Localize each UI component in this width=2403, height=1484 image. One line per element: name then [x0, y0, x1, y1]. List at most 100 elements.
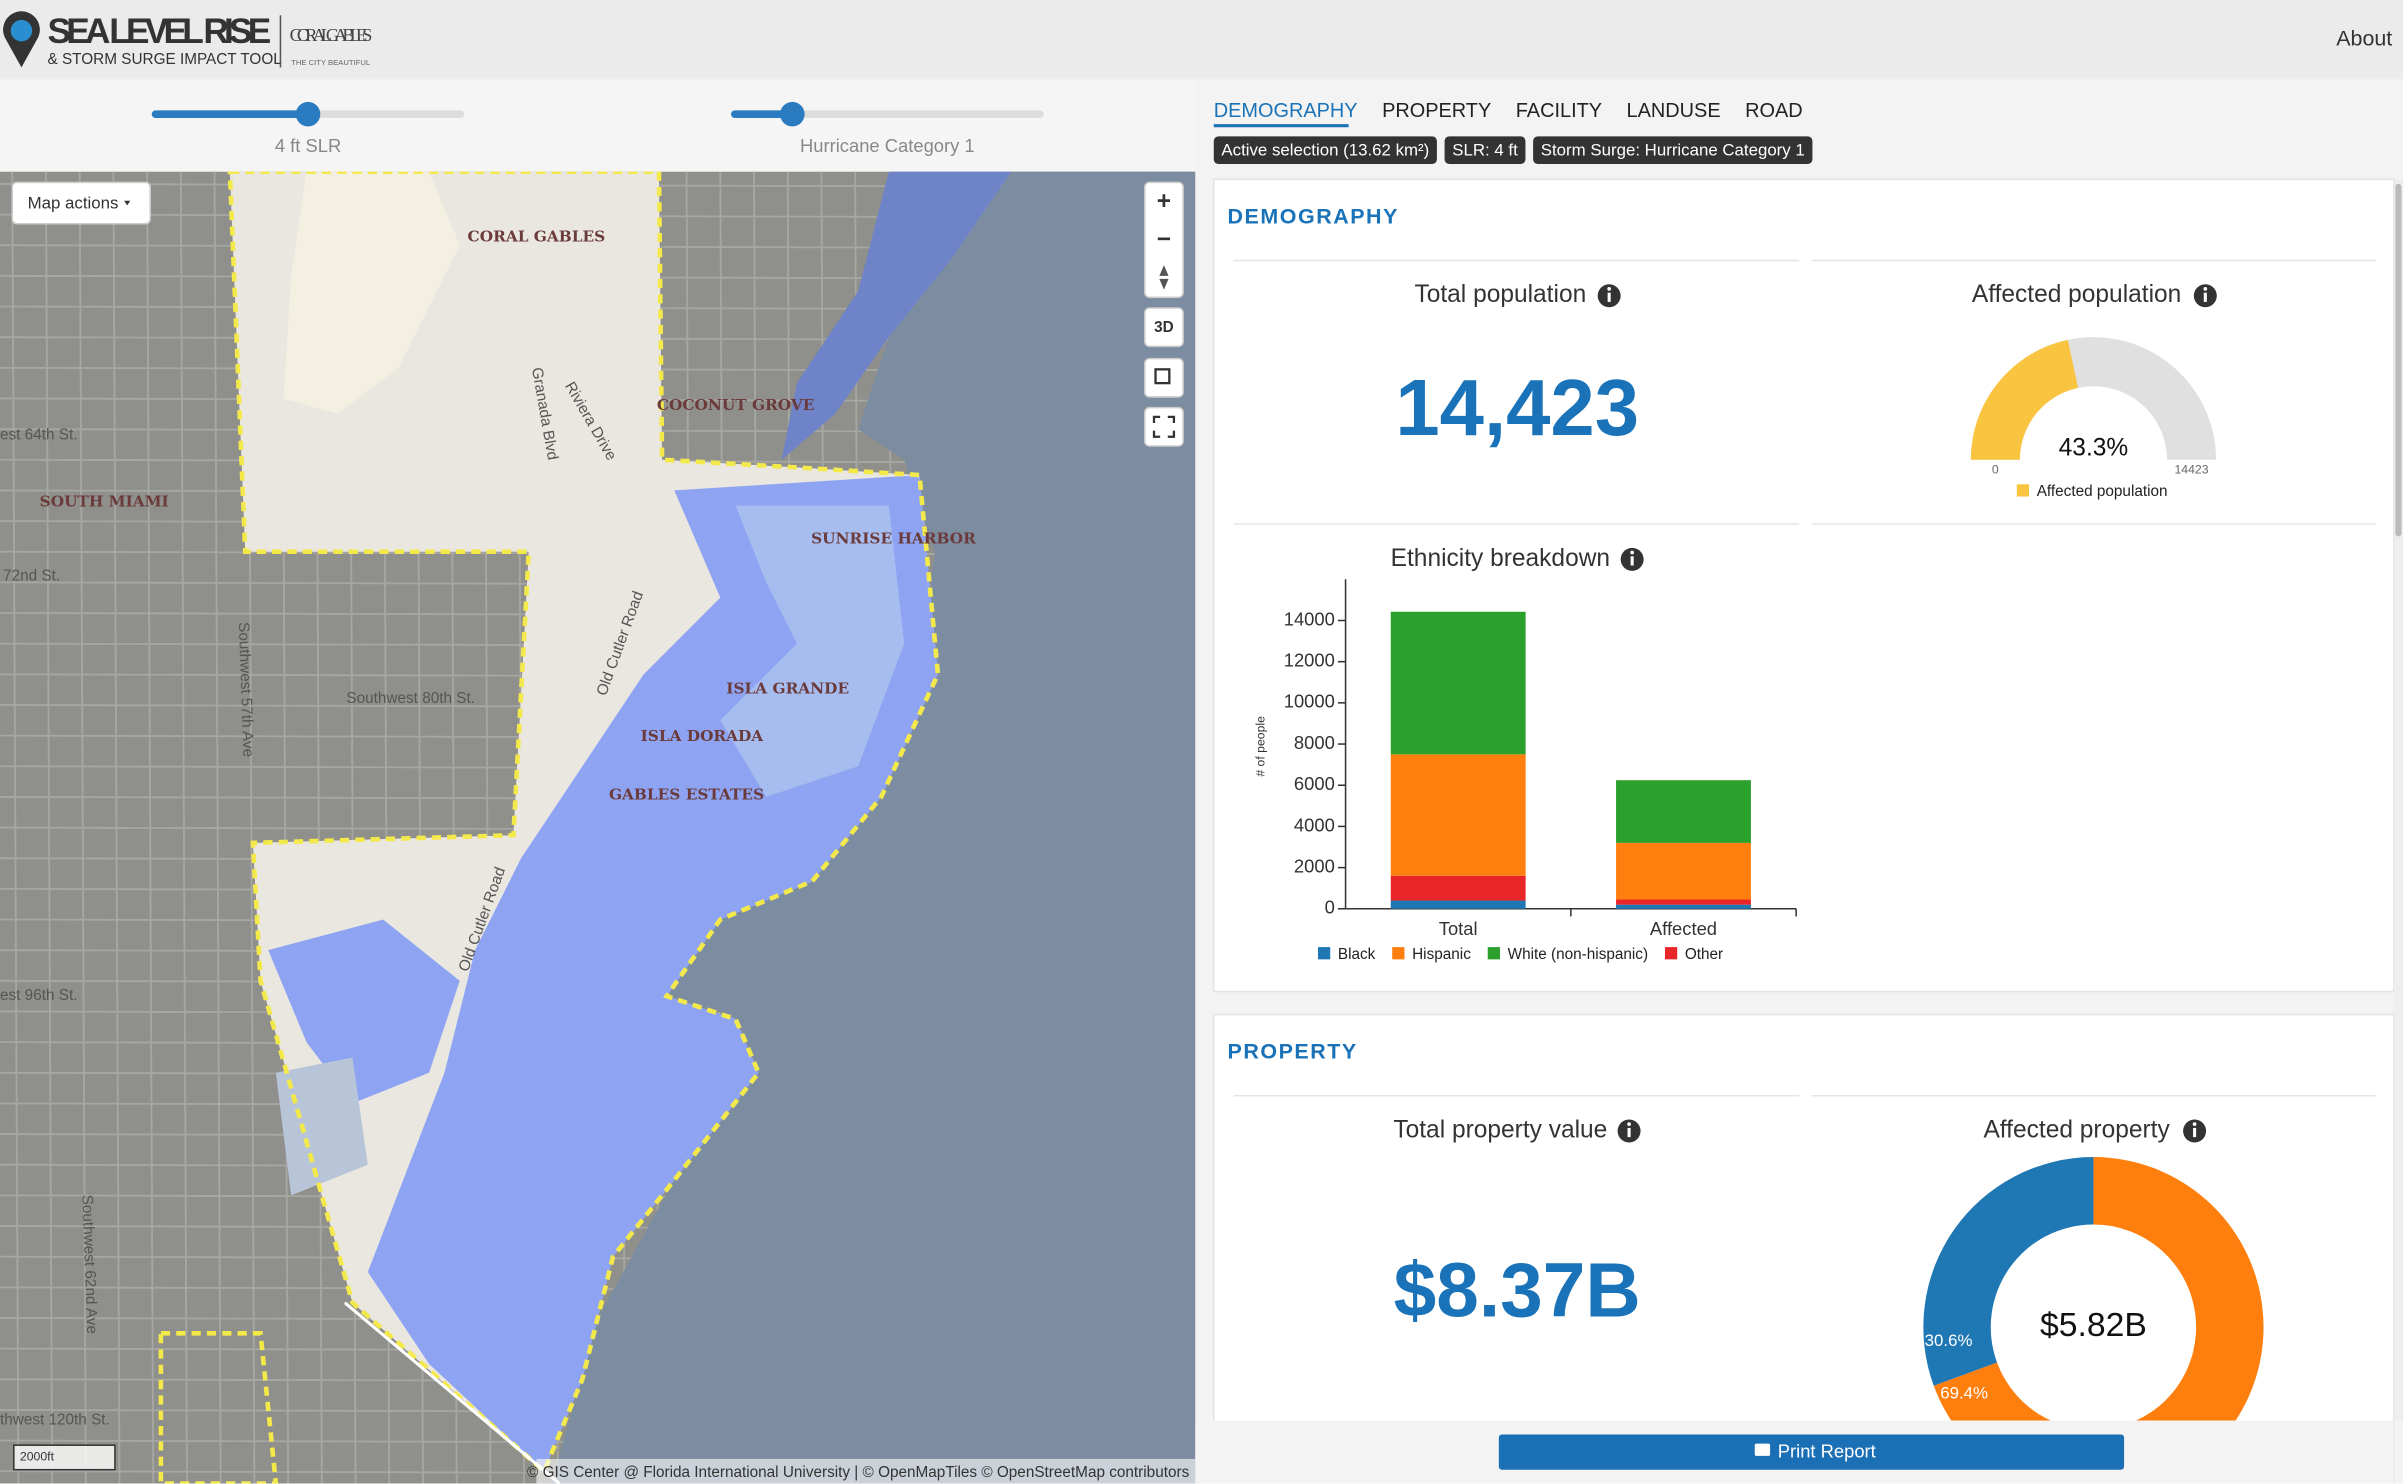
gauge-min: 0 — [1992, 463, 1999, 477]
bar-segment — [1616, 904, 1751, 909]
scrollbar[interactable] — [2393, 179, 2403, 1421]
slice-label: 69.4% — [1940, 1384, 1988, 1403]
layers-button[interactable] — [1144, 357, 1184, 398]
bar-segment — [1390, 875, 1526, 901]
street-label: thwest 120th St. — [0, 1412, 110, 1429]
gauge-value — [1970, 339, 2079, 460]
bar-segment — [1390, 754, 1526, 876]
gauge-max: 14423 — [2174, 463, 2208, 477]
bar-segment — [1616, 780, 1751, 843]
slider-label: 4 ft SLR — [275, 135, 341, 156]
tab[interactable]: LANDUSE — [1627, 100, 1721, 122]
legend-label: Affected population — [2037, 483, 2168, 500]
info-icon-mark — [2193, 1127, 2197, 1138]
gauge-label: 43.3% — [2059, 435, 2129, 462]
legend-swatch — [1317, 947, 1331, 960]
donut-center: $5.82B — [2040, 1306, 2147, 1344]
donut-slice — [1933, 1157, 2264, 1421]
stat-title: Affected property — [1983, 1116, 2170, 1143]
layers-icon — [1154, 368, 1171, 385]
map-actions-label: Map actions — [28, 193, 119, 212]
y-tick-label: 14000 — [1284, 608, 1335, 629]
section-heading: PROPERTY — [1228, 1040, 1358, 1064]
map-actions-button[interactable] — [11, 181, 151, 225]
map-label: ISLA GRANDE — [726, 680, 849, 698]
demography-card — [1212, 178, 2395, 993]
chart-title: Ethnicity breakdown — [1391, 545, 1610, 572]
legend-label: Other — [1685, 946, 1723, 963]
print-button[interactable] — [1498, 1434, 2125, 1470]
app-subtitle: & STORM SURGE IMPACT TOOL — [48, 51, 282, 68]
street-label: Southwest 62nd Ave — [78, 1194, 100, 1334]
legend-swatch — [1664, 947, 1678, 960]
fullscreen-button[interactable] — [1144, 406, 1184, 447]
app-title: SEA LEVEL RISE — [48, 12, 272, 51]
tab[interactable]: FACILITY — [1516, 100, 1602, 122]
x-tick-label: Affected — [1650, 918, 1717, 939]
badge-label: SLR: 4 ft — [1452, 140, 1518, 159]
stat-title: Total property value — [1393, 1116, 1607, 1143]
badge-label: Storm Surge: Hurricane Category 1 — [1541, 140, 1805, 159]
info-icon-mark — [1630, 556, 1634, 566]
map-label: ISLA DORADA — [641, 727, 765, 745]
street-label: Southwest 57th Ave — [235, 622, 257, 758]
bar-segment — [1616, 842, 1751, 900]
map-label: CORAL GABLES — [468, 228, 606, 246]
slider-handle[interactable] — [295, 101, 321, 127]
scrollbar-thumb[interactable] — [2395, 183, 2402, 537]
zoom-controls — [1144, 181, 1184, 299]
controls — [0, 79, 1196, 172]
logo-wave — [10, 19, 33, 42]
slider-handle[interactable] — [780, 101, 805, 127]
info-icon-dot — [2203, 287, 2208, 291]
slider-label: Hurricane Category 1 — [800, 135, 975, 156]
stat-title: Total population — [1414, 281, 1586, 308]
badge-bg — [1533, 136, 1813, 164]
info-icon-mark — [1627, 1127, 1631, 1138]
street-label: est 64th St. — [0, 426, 77, 443]
attribution: © GIS Center @ Florida International Uni… — [527, 1464, 1190, 1481]
y-tick-label: 2000 — [1294, 855, 1335, 876]
info-icon-dot — [1607, 287, 1611, 291]
legend-swatch — [2016, 484, 2030, 497]
tab[interactable]: ROAD — [1745, 100, 1803, 122]
street-label: Southwest 80th St. — [346, 690, 475, 707]
map[interactable]: CORAL GABLES COCONUT GROVE SOUTH MIAMI S… — [0, 171, 1196, 1484]
total-population: 14,423 — [1395, 363, 1639, 452]
donut-slice — [1923, 1157, 2094, 1386]
y-axis-label: # of people — [1254, 716, 1268, 777]
y-tick-label: 8000 — [1294, 732, 1335, 753]
tab[interactable]: PROPERTY — [1382, 100, 1491, 122]
scale-label: 2000ft — [20, 1450, 55, 1464]
fullscreen-icon — [1152, 415, 1176, 438]
about-link[interactable]: About — [2336, 27, 2392, 51]
street-label: 72nd St. — [3, 567, 60, 584]
y-tick-label: 10000 — [1284, 691, 1335, 712]
slider-fill — [151, 110, 309, 119]
info-icon-dot — [2192, 1122, 2197, 1126]
legend-label: Black — [1338, 946, 1376, 963]
attribution-bg — [536, 1458, 1196, 1484]
badge: Active selection (13.62 km²) — [1213, 136, 1437, 164]
tab[interactable]: DEMOGRAPHY — [1214, 100, 1358, 122]
map-label: SUNRISE HARBOR — [811, 529, 976, 547]
legend-swatch — [1487, 947, 1500, 960]
legend-label: White (non-hispanic) — [1508, 946, 1648, 963]
3d-button[interactable] — [1144, 307, 1184, 348]
bar-segment — [1616, 899, 1751, 905]
header — [0, 0, 2403, 80]
zoom-out[interactable]: − — [1157, 226, 1171, 253]
compass[interactable] — [1159, 265, 1169, 290]
caret — [124, 200, 131, 206]
y-tick-label: 0 — [1325, 897, 1335, 918]
legend-swatch — [1392, 947, 1405, 960]
badge-bg — [1444, 136, 1526, 164]
street-label: est 96th St. — [0, 987, 77, 1004]
map-label: COCONUT GROVE — [657, 396, 815, 414]
brand-tagline: THE CITY BEAUTIFUL — [291, 58, 370, 67]
badge: Storm Surge: Hurricane Category 1 — [1533, 136, 1813, 164]
zoom-in[interactable]: + — [1157, 188, 1171, 215]
